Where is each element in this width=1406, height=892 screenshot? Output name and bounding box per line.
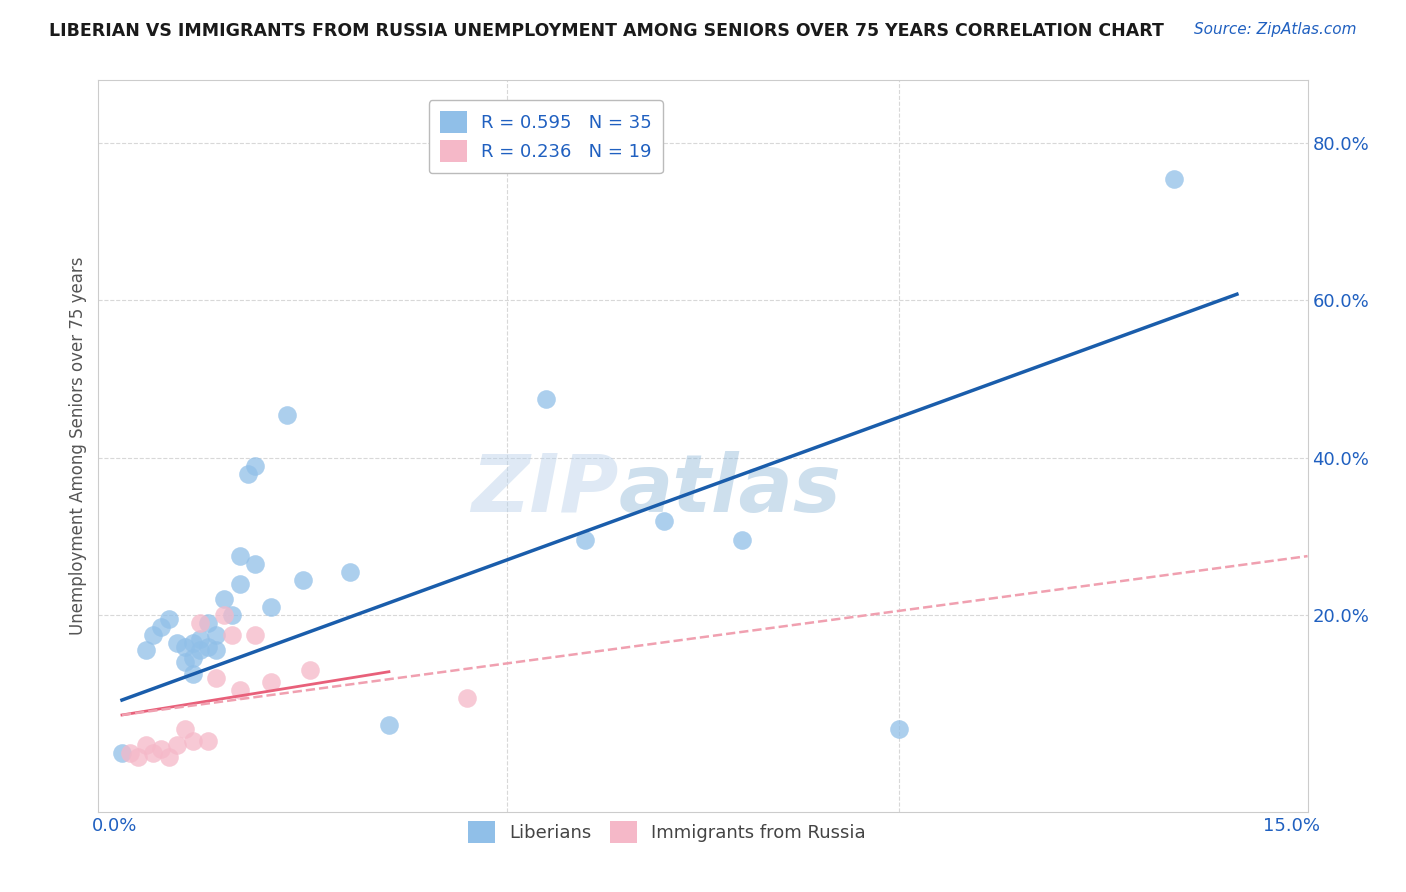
Legend: Liberians, Immigrants from Russia: Liberians, Immigrants from Russia <box>461 814 873 850</box>
Point <box>135 643 157 657</box>
Text: atlas: atlas <box>619 450 841 529</box>
Point <box>157 749 180 764</box>
Point <box>245 557 267 571</box>
Point <box>181 651 204 665</box>
Point <box>197 615 219 630</box>
Point <box>534 392 557 406</box>
Point <box>574 533 596 548</box>
Point <box>299 663 322 677</box>
Point <box>205 643 228 657</box>
Point <box>157 612 180 626</box>
Point <box>205 671 228 685</box>
Point <box>118 746 141 760</box>
Point <box>150 620 173 634</box>
Point <box>339 565 361 579</box>
Point <box>181 734 204 748</box>
Point <box>190 643 212 657</box>
Point <box>173 722 195 736</box>
Point <box>221 628 243 642</box>
Point <box>276 408 298 422</box>
Point <box>456 690 478 705</box>
Point <box>173 640 195 654</box>
Point <box>190 615 212 630</box>
Point <box>260 600 283 615</box>
Point <box>229 576 252 591</box>
Point <box>142 628 165 642</box>
Text: Source: ZipAtlas.com: Source: ZipAtlas.com <box>1194 22 1357 37</box>
Point <box>197 734 219 748</box>
Point <box>889 722 911 736</box>
Point <box>731 533 754 548</box>
Point <box>181 667 204 681</box>
Point <box>190 632 212 646</box>
Point <box>245 458 267 473</box>
Point <box>181 635 204 649</box>
Y-axis label: Unemployment Among Seniors over 75 years: Unemployment Among Seniors over 75 years <box>69 257 87 635</box>
Point <box>197 640 219 654</box>
Point <box>212 608 235 623</box>
Text: LIBERIAN VS IMMIGRANTS FROM RUSSIA UNEMPLOYMENT AMONG SENIORS OVER 75 YEARS CORR: LIBERIAN VS IMMIGRANTS FROM RUSSIA UNEMP… <box>49 22 1164 40</box>
Point <box>229 549 252 563</box>
Point <box>260 675 283 690</box>
Point <box>166 635 188 649</box>
Text: ZIP: ZIP <box>471 450 619 529</box>
Point <box>229 682 252 697</box>
Point <box>652 514 675 528</box>
Point <box>111 746 134 760</box>
Point <box>245 628 267 642</box>
Point <box>150 741 173 756</box>
Point <box>166 738 188 752</box>
Point <box>291 573 314 587</box>
Point <box>173 655 195 669</box>
Point <box>378 718 401 732</box>
Point <box>212 592 235 607</box>
Point <box>221 608 243 623</box>
Point <box>205 628 228 642</box>
Point <box>127 749 149 764</box>
Point <box>236 467 259 481</box>
Point <box>135 738 157 752</box>
Point <box>1163 171 1185 186</box>
Point <box>142 746 165 760</box>
